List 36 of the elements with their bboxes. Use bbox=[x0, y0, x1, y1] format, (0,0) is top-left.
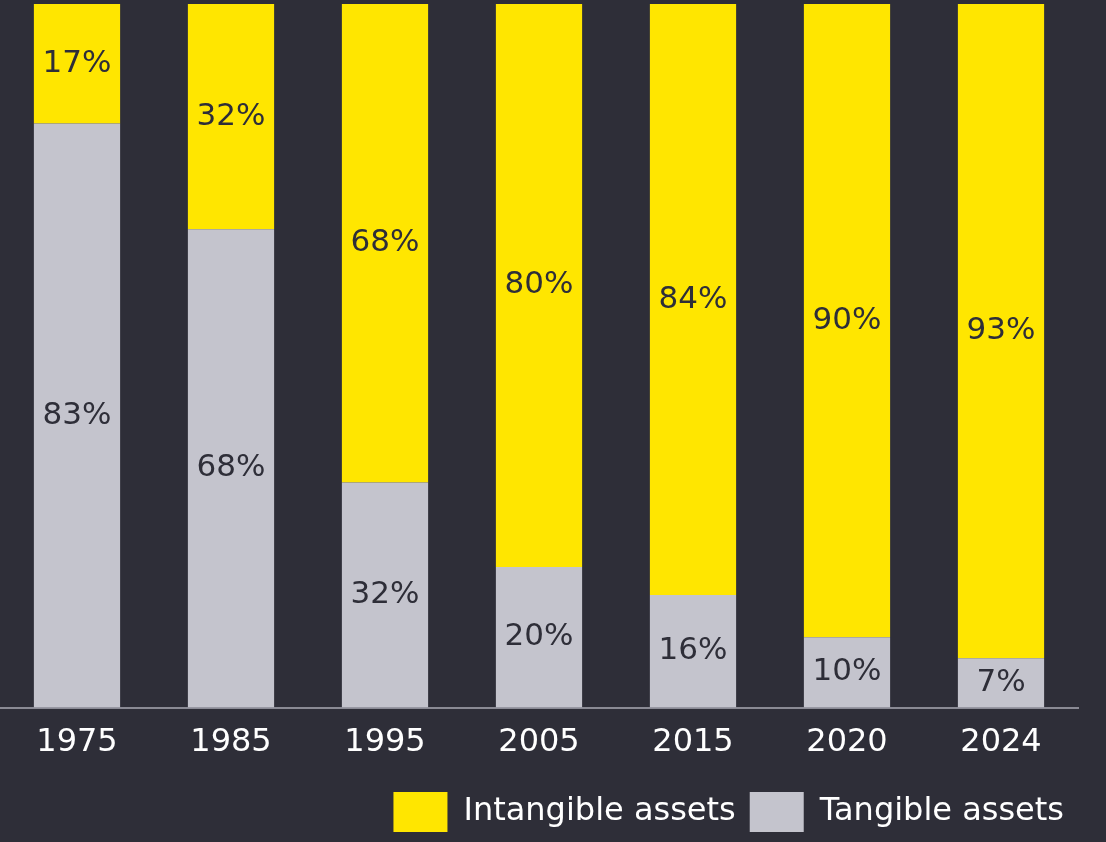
bar bbox=[495, 566, 583, 708]
legend-label: Intangible assets bbox=[463, 790, 736, 829]
x-tick-label: 2015 bbox=[652, 721, 734, 760]
bar bbox=[33, 123, 121, 708]
data-label: 83% bbox=[42, 394, 112, 431]
x-tick-label: 1975 bbox=[36, 721, 118, 760]
data-label: 32% bbox=[350, 574, 420, 611]
data-label: 7% bbox=[976, 662, 1026, 699]
bar bbox=[341, 4, 429, 483]
data-label: 84% bbox=[658, 278, 728, 315]
bar bbox=[495, 4, 583, 567]
x-tick-label: 2020 bbox=[806, 721, 888, 760]
data-label: 17% bbox=[42, 42, 112, 79]
bar bbox=[649, 4, 737, 596]
legend-label: Tangible assets bbox=[818, 790, 1064, 829]
bar bbox=[341, 482, 429, 708]
data-label: 80% bbox=[504, 264, 574, 301]
data-label: 20% bbox=[504, 616, 574, 653]
x-tick-label: 1985 bbox=[190, 721, 272, 760]
bar bbox=[957, 4, 1045, 659]
data-label: 10% bbox=[812, 651, 882, 688]
bar bbox=[33, 4, 121, 124]
x-tick-label: 2024 bbox=[960, 721, 1042, 760]
x-tick-label: 2005 bbox=[498, 721, 580, 760]
bar bbox=[187, 229, 275, 708]
data-label: 93% bbox=[966, 310, 1036, 347]
bar bbox=[649, 595, 737, 708]
data-label: 90% bbox=[812, 299, 882, 336]
bar bbox=[957, 658, 1045, 708]
data-label: 32% bbox=[196, 95, 266, 132]
data-label: 68% bbox=[350, 222, 420, 259]
bar bbox=[187, 4, 275, 230]
bar bbox=[803, 4, 891, 638]
data-label: 68% bbox=[196, 447, 266, 484]
x-tick-label: 1995 bbox=[344, 721, 426, 760]
data-label: 16% bbox=[658, 630, 728, 667]
